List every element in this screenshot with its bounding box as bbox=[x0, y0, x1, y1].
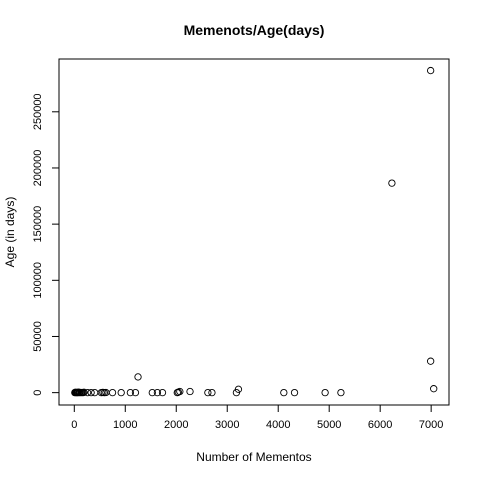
data-point bbox=[430, 385, 438, 393]
plot-frame bbox=[58, 58, 450, 406]
data-points bbox=[71, 66, 438, 397]
data-point bbox=[153, 388, 162, 397]
data-point bbox=[80, 388, 88, 396]
data-point bbox=[126, 388, 135, 397]
data-point bbox=[321, 388, 329, 397]
data-point bbox=[204, 388, 212, 397]
x-tick-label: 3000 bbox=[215, 419, 239, 431]
data-point bbox=[426, 66, 435, 75]
data-point bbox=[208, 388, 216, 397]
x-tick-label: 2000 bbox=[164, 419, 188, 431]
data-point bbox=[280, 388, 288, 397]
y-axis-label: Age (in days) bbox=[3, 197, 17, 268]
x-axis-label: Number of Mementos bbox=[196, 450, 311, 464]
data-point bbox=[234, 385, 243, 393]
data-point bbox=[87, 388, 95, 397]
y-tick-label: 0 bbox=[32, 390, 44, 396]
x-tick-label: 5000 bbox=[317, 419, 341, 431]
x-tick-label: 1000 bbox=[113, 419, 137, 431]
data-point bbox=[83, 388, 92, 397]
data-point bbox=[388, 179, 396, 187]
y-tick-label: 50000 bbox=[32, 321, 44, 352]
data-point bbox=[117, 388, 125, 397]
y-tick-label: 200000 bbox=[32, 150, 44, 187]
y-axis: 0 50000 100000 150000 200000 250000 bbox=[32, 93, 60, 396]
data-point bbox=[290, 388, 299, 397]
data-point bbox=[134, 373, 142, 381]
y-tick-label: 150000 bbox=[32, 206, 44, 243]
x-tick-label: 6000 bbox=[368, 419, 392, 431]
chart-title: Memenots/Age(days) bbox=[184, 22, 325, 38]
y-tick-label: 100000 bbox=[32, 262, 44, 299]
data-point bbox=[158, 388, 167, 397]
data-point bbox=[148, 388, 156, 397]
data-point bbox=[337, 388, 345, 397]
data-point bbox=[131, 388, 140, 397]
data-point bbox=[108, 388, 117, 397]
data-point bbox=[426, 357, 435, 365]
x-tick-label: 7000 bbox=[419, 419, 443, 431]
y-tick-label: 250000 bbox=[32, 93, 44, 130]
x-tick-label: 4000 bbox=[266, 419, 290, 431]
data-point bbox=[176, 387, 184, 396]
x-axis: 0 1000 2000 3000 4000 5000 6000 7000 bbox=[71, 404, 443, 431]
x-tick-label: 0 bbox=[71, 419, 77, 431]
data-point bbox=[186, 387, 194, 396]
